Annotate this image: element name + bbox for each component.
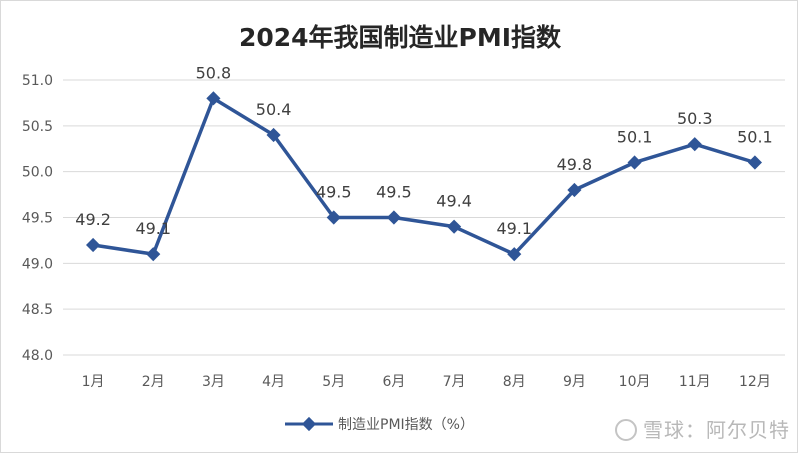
data-label: 50.3	[677, 109, 713, 128]
y-tick-label: 48.0	[22, 348, 53, 364]
data-label: 49.5	[316, 183, 352, 202]
data-point-marker	[687, 137, 702, 152]
data-label: 50.1	[737, 128, 773, 147]
data-label: 49.2	[75, 210, 111, 229]
x-tick-label: 1月	[82, 374, 105, 390]
data-label: 49.8	[557, 155, 593, 174]
x-tick-label: 9月	[563, 374, 586, 390]
data-point-marker	[507, 247, 522, 262]
x-tick-label: 8月	[503, 374, 526, 390]
series-line	[86, 91, 762, 262]
x-tick-label: 3月	[202, 374, 225, 390]
data-label: 49.1	[135, 219, 171, 238]
snowball-logo-icon	[615, 419, 637, 441]
data-point-marker	[747, 155, 762, 170]
x-tick-label: 4月	[262, 374, 285, 390]
data-labels: 49.2 49.1 50.8 50.4 49.5 49.5 49.4 49.1 49.8 50.1…	[75, 63, 772, 238]
y-tick-label: 49.5	[22, 211, 53, 227]
data-label: 50.4	[256, 100, 292, 119]
x-tick-label: 11月	[679, 374, 711, 390]
data-point-marker	[86, 237, 101, 253]
watermark-text: 雪球：阿尔贝特	[643, 418, 790, 442]
x-tick-label: 10月	[619, 374, 651, 390]
legend-label: 制造业PMI指数（%）	[338, 417, 474, 433]
data-label: 49.5	[376, 183, 412, 202]
x-tick-label: 2月	[142, 374, 165, 390]
y-tick-label: 51.0	[22, 73, 53, 89]
legend-marker	[301, 416, 317, 432]
y-tick-label: 49.0	[22, 256, 53, 272]
x-tick-label: 6月	[382, 374, 405, 390]
data-label: 50.1	[617, 128, 653, 147]
data-point-marker	[447, 219, 462, 234]
data-label: 49.4	[436, 192, 472, 211]
x-tick-label: 7月	[443, 374, 466, 390]
y-tick-label: 50.5	[22, 119, 53, 135]
data-label: 49.1	[496, 219, 532, 238]
y-tick-label: 48.5	[22, 302, 53, 318]
data-point-marker	[386, 210, 401, 225]
x-tick-label: 12月	[739, 374, 771, 390]
legend: 制造业PMI指数（%）	[285, 416, 474, 433]
chart-title: 2024年我国制造业PMI指数	[239, 23, 562, 52]
x-tick-label: 5月	[322, 374, 345, 390]
x-axis: 1月 2月 3月 4月 5月 6月 7月 8月 9月 10月 11月 12月	[82, 374, 771, 390]
series-line-path	[92, 96, 756, 256]
data-point-marker	[567, 182, 582, 198]
y-tick-label: 50.0	[22, 165, 53, 181]
y-axis: 48.0 48.5 49.0 49.5 50.0 50.5 51.0	[22, 73, 53, 364]
data-label: 50.8	[196, 63, 232, 82]
data-point-marker	[146, 247, 161, 262]
data-point-marker	[266, 127, 281, 143]
watermark: 雪球：阿尔贝特	[615, 414, 790, 443]
data-point-marker	[326, 210, 341, 225]
data-point-marker	[627, 155, 642, 170]
